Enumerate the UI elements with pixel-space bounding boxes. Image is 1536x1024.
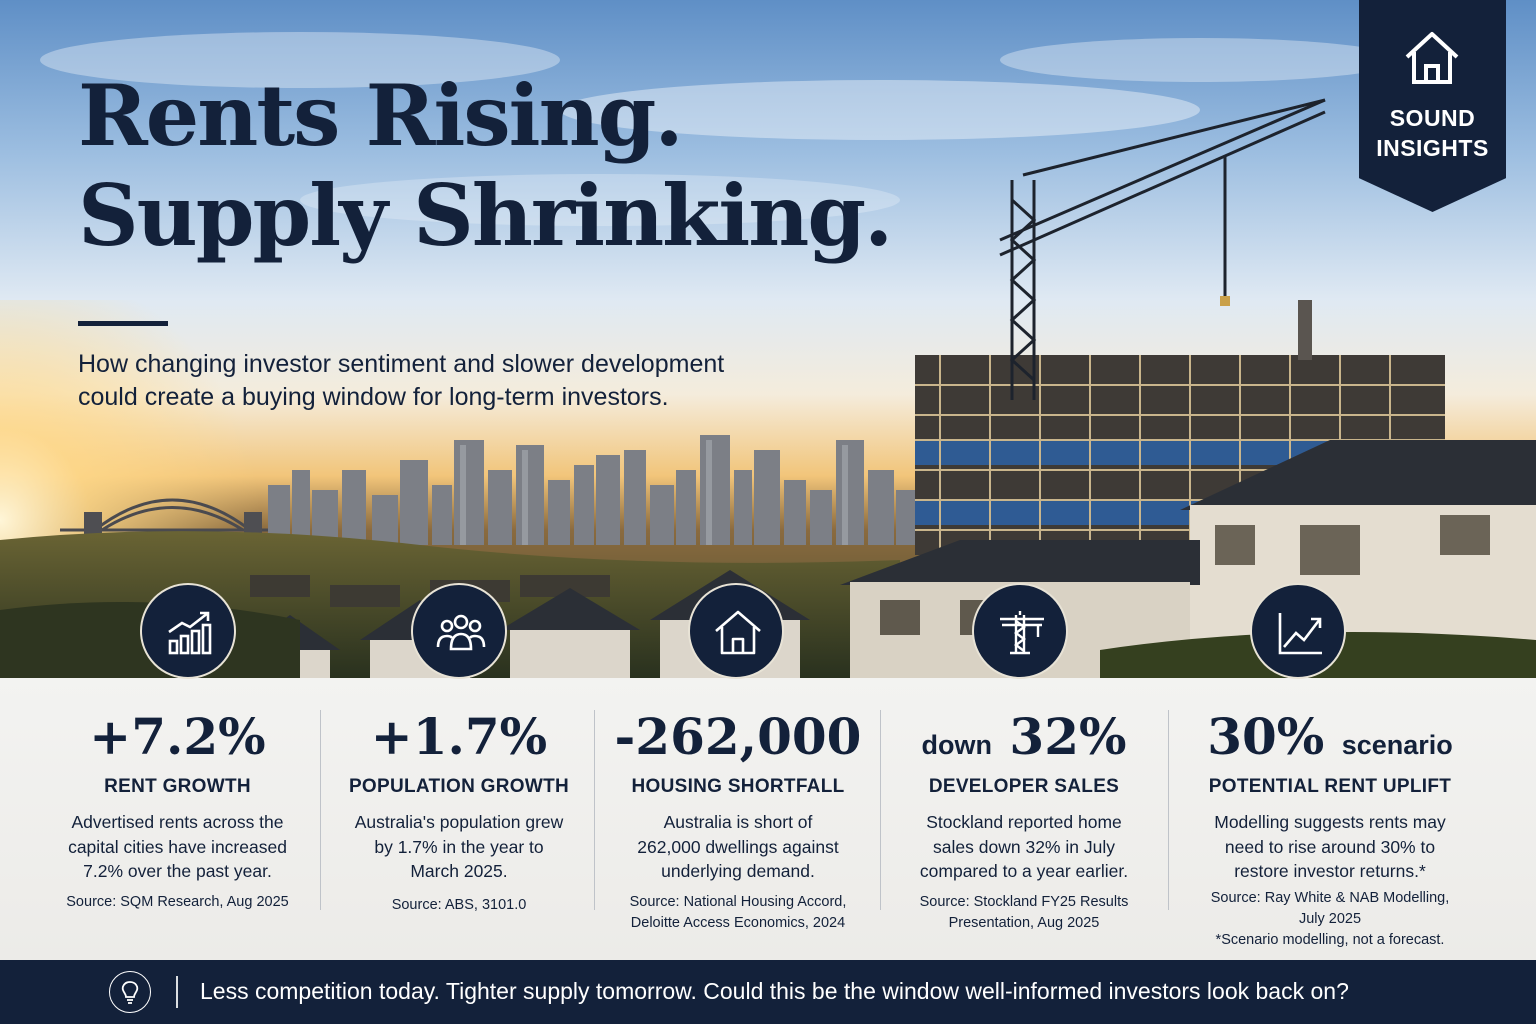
source-line: Source: SQM Research, Aug 2025 (66, 894, 289, 910)
desc-line: sales down 32% in July (933, 836, 1115, 857)
desc-line: March 2025. (410, 861, 508, 881)
stat-source: Source: SQM Research, Aug 2025 (40, 892, 315, 913)
brand-badge: SOUND INSIGHTS (1359, 0, 1506, 212)
brand-line-2: INSIGHTS (1376, 135, 1489, 161)
headline-line-1: Rents Rising. (78, 66, 684, 165)
stat-icon-circle (411, 583, 507, 679)
stat-rent-growth: +7.2% RENT GROWTH Advertised rents acros… (40, 678, 315, 960)
stat-potential-rent-uplift: 30% scenario POTENTIAL RENT UPLIFT Model… (1180, 678, 1480, 960)
subtitle-line-1: How changing investor sentiment and slow… (78, 350, 725, 378)
footer-banner: Less competition today. Tighter supply t… (0, 960, 1536, 1024)
source-line: Presentation, Aug 2025 (948, 915, 1100, 931)
source-line: Source: Stockland FY25 Results (919, 894, 1129, 910)
stat-source: Source: ABS, 3101.0 (330, 895, 588, 916)
title-underline (78, 321, 168, 326)
stat-label: DEVELOPER SALES (928, 776, 1120, 797)
house-outline-icon (1405, 32, 1459, 84)
lightbulb-icon (109, 971, 151, 1013)
stat-label: HOUSING SHORTFALL (631, 776, 845, 797)
source-line: Source: National Housing Accord, (629, 894, 847, 910)
stat-icon-circle (688, 583, 784, 679)
tower-crane (999, 98, 1326, 400)
divider (880, 710, 881, 910)
stat-value: +1.7% (370, 707, 548, 766)
bar-chart-rising-icon (168, 611, 212, 655)
stat-label: POTENTIAL RENT UPLIFT (1208, 776, 1452, 797)
desc-line: by 1.7% in the year to (374, 836, 544, 857)
desc-line: Advertised rents across the (71, 812, 284, 832)
stat-icon-circle (972, 583, 1068, 679)
stat-value: down 32% (921, 707, 1127, 766)
source-line: Source: ABS, 3101.0 (391, 897, 527, 913)
stat-label: POPULATION GROWTH (348, 776, 570, 797)
subtitle: How changing investor sentiment and slow… (78, 348, 838, 414)
divider (594, 710, 595, 910)
divider (320, 710, 321, 910)
headline-line-2: Supply Shrinking. (78, 166, 893, 265)
brand-line-1: SOUND (1389, 105, 1476, 131)
desc-line: Stockland reported home (926, 812, 1122, 832)
stat-population-growth: +1.7% POPULATION GROWTH Australia's popu… (330, 678, 588, 960)
desc-line: need to rise around 30% to (1224, 836, 1436, 857)
city-construction-scene (0, 98, 1536, 680)
headline: Rents Rising. Supply Shrinking. (78, 66, 893, 266)
stat-value: +7.2% (89, 707, 266, 766)
desc-line: 7.2% over the past year. (83, 861, 272, 881)
stat-source: Source: Stockland FY25 Results Presentat… (886, 892, 1162, 934)
desc-line: underlying demand. (661, 861, 815, 881)
desc-line: capital cities have increased (68, 836, 287, 857)
footer-separator (176, 976, 178, 1008)
desc-line: Australia's population grew (354, 812, 564, 832)
stat-footnote: *Scenario modelling, not a forecast. (1215, 932, 1445, 948)
stat-description: Stockland reported home sales down 32% i… (886, 810, 1162, 884)
crane-icon (1000, 611, 1044, 655)
stat-icon-circle (1250, 583, 1346, 679)
stat-source: Source: National Housing Accord, Deloitt… (600, 892, 876, 934)
divider (1168, 710, 1169, 910)
stat-value: -262,000 (614, 707, 862, 766)
people-group-icon (436, 614, 486, 651)
house-icon (715, 610, 761, 655)
stat-description: Australia's population grew by 1.7% in t… (330, 810, 588, 884)
city-skyline (268, 435, 918, 545)
stat-value: 30% scenario (1207, 707, 1453, 766)
footer-message: Less competition today. Tighter supply t… (200, 978, 1349, 1004)
desc-line: restore investor returns.* (1234, 861, 1426, 881)
trend-line-up-icon (1278, 613, 1322, 655)
stat-label: RENT GROWTH (104, 776, 251, 797)
stat-description: Australia is short of 262,000 dwellings … (600, 810, 876, 884)
desc-line: 262,000 dwellings against (637, 836, 839, 857)
stat-developer-sales: down 32% DEVELOPER SALES Stockland repor… (886, 678, 1162, 960)
source-line: Source: Ray White & NAB Modelling, (1210, 890, 1450, 906)
stat-description: Advertised rents across the capital citi… (40, 810, 315, 884)
hero-photo: Rents Rising. Supply Shrinking. How chan… (0, 0, 1536, 680)
stats-panel: +7.2% RENT GROWTH Advertised rents acros… (0, 678, 1536, 960)
source-line: Deloitte Access Economics, 2024 (630, 915, 846, 931)
desc-line: Modelling suggests rents may (1214, 812, 1446, 832)
subtitle-line-2: could create a buying window for long-te… (78, 383, 669, 411)
desc-line: Australia is short of (663, 812, 813, 832)
stat-source: Source: Ray White & NAB Modelling, July … (1180, 888, 1480, 930)
stat-description: Modelling suggests rents may need to ris… (1180, 810, 1480, 884)
desc-line: compared to a year earlier. (919, 861, 1129, 881)
stat-icon-circle (140, 583, 236, 679)
source-line: July 2025 (1298, 911, 1362, 927)
stat-housing-shortfall: -262,000 HOUSING SHORTFALL Australia is … (600, 678, 876, 960)
